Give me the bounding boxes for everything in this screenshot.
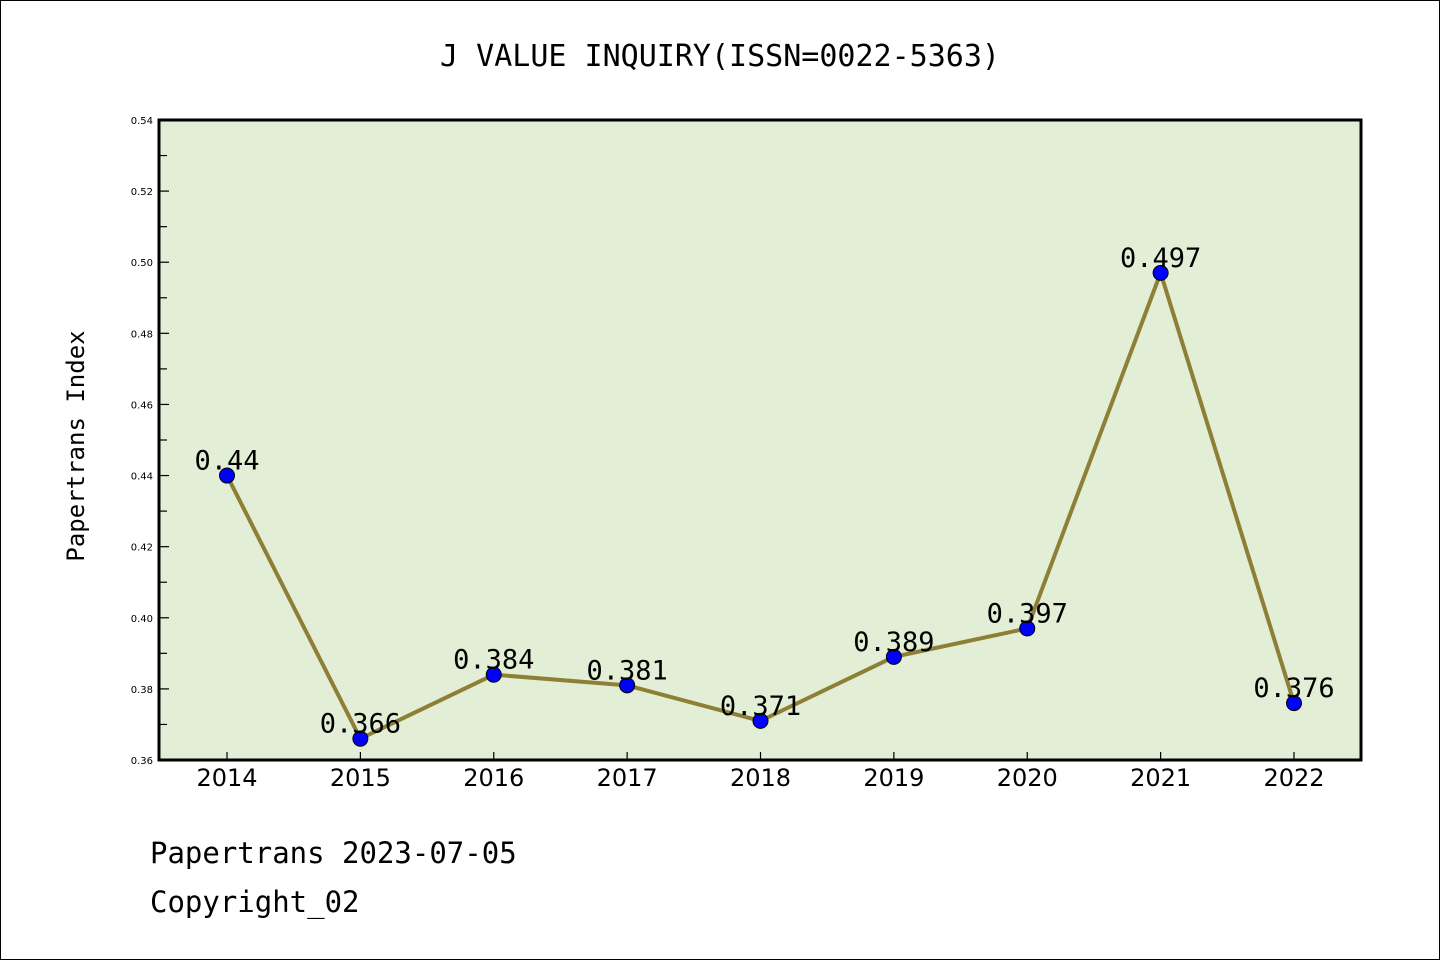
data-label: 0.397 [987,598,1068,629]
data-label: 0.497 [1120,243,1201,274]
y-tick-label: 0.42 [131,543,153,554]
series-papertrans-index: 0.44 0.366 0.384 0.381 0.371 0.389 0.397 0.497 0… [194,243,1335,747]
data-point [752,712,769,729]
x-tick-label: 2014 [196,764,257,792]
y-tick-label: 0.46 [131,400,153,411]
x-tick-label: 2020 [997,764,1058,792]
data-label: 0.384 [453,645,534,676]
x-tick-label: 2018 [730,764,791,792]
y-tick-label: 0.52 [131,187,153,198]
data-point [485,666,502,683]
data-label: 0.389 [853,627,934,658]
y-axis: 0.36 0.38 0.40 0.42 0.44 0.46 0.48 0.50 0.52 0.54 [131,116,169,767]
x-tick-label: 2017 [597,764,658,792]
data-point [219,467,235,484]
y-tick-label: 0.38 [131,685,153,696]
y-tick-label: 0.50 [131,258,153,269]
footer-copyright: Copyright_02 [150,885,360,919]
data-label: 0.371 [720,691,801,722]
data-point [619,677,636,694]
data-point [1152,264,1169,281]
data-point [1286,695,1302,712]
y-tick-label: 0.44 [131,472,153,483]
plot-area [157,118,1363,762]
y-axis-label: Papertrans Index [62,330,90,561]
x-axis: 2014 2015 2016 2017 2018 2019 2020 2021 2022 [196,752,1325,792]
x-tick-label: 2022 [1263,764,1324,792]
footer-date: Papertrans 2023-07-05 [150,836,517,870]
data-point [885,648,902,665]
x-tick-label: 2021 [1130,764,1191,792]
data-point [1019,620,1036,637]
y-tick-label: 0.36 [131,756,153,767]
y-tick-label: 0.48 [131,329,153,340]
data-point [352,730,369,747]
x-tick-label: 2019 [863,764,924,792]
y-tick-label: 0.54 [131,116,153,127]
x-tick-label: 2016 [463,764,524,792]
chart-title: J VALUE INQUIRY(ISSN=0022-5363) [440,39,1000,74]
data-label: 0.376 [1253,673,1334,704]
y-tick-label: 0.40 [131,614,153,625]
data-label: 0.366 [320,709,401,740]
data-label: 0.44 [194,446,259,477]
data-label: 0.381 [586,655,667,686]
x-tick-label: 2015 [330,764,391,792]
